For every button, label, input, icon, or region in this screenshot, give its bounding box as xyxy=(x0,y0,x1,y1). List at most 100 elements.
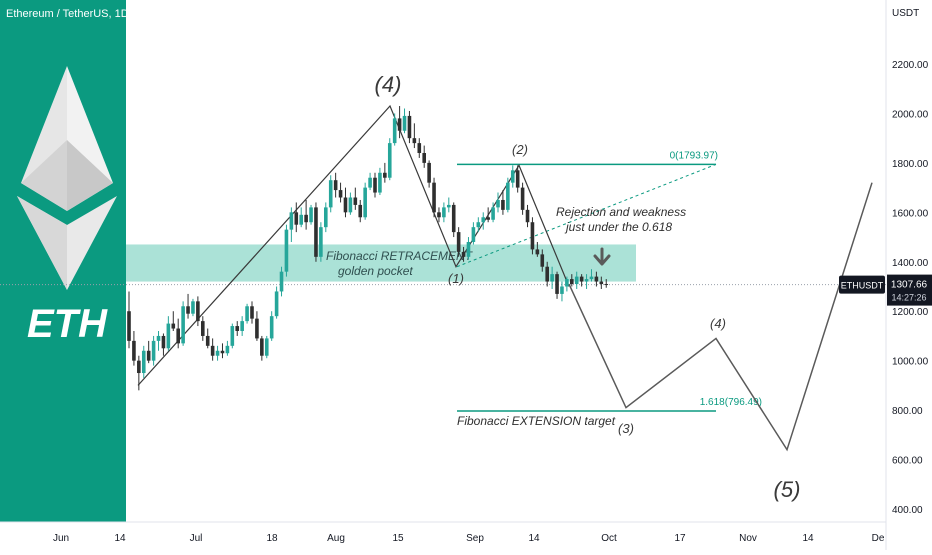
candlestick xyxy=(245,303,249,324)
wave-label-3: (3) xyxy=(618,421,634,436)
candlestick xyxy=(570,274,574,287)
candle-body xyxy=(289,212,294,230)
candle-body xyxy=(215,350,220,356)
candle-body xyxy=(560,286,564,294)
wave-label-4-projected: (4) xyxy=(710,316,726,331)
candle-body xyxy=(437,212,441,218)
candlestick xyxy=(309,204,313,225)
candle-body xyxy=(196,301,200,322)
candle-body xyxy=(501,199,505,210)
candlestick xyxy=(604,279,609,288)
candlestick xyxy=(146,340,151,364)
candlestick xyxy=(260,335,264,361)
candlestick xyxy=(427,160,431,188)
candle-countdown: 14:27:26 xyxy=(891,293,926,303)
candlestick xyxy=(255,311,259,341)
candlestick xyxy=(422,145,426,168)
candle-body xyxy=(589,276,594,280)
candle-body xyxy=(402,115,407,131)
symbol-tag-label: ETHUSDT xyxy=(841,281,884,291)
candlestick xyxy=(215,345,220,361)
candle-body xyxy=(348,197,353,213)
candle-body xyxy=(432,182,436,213)
candlestick xyxy=(294,202,299,233)
candlestick xyxy=(343,187,348,218)
candle-body xyxy=(599,281,604,285)
y-tick-label: 600.00 xyxy=(892,456,923,467)
candle-body xyxy=(368,177,372,188)
candle-body xyxy=(181,306,185,344)
candlestick xyxy=(481,212,486,230)
wave-structure-line xyxy=(137,104,570,386)
y-tick-label: 1000.00 xyxy=(892,357,929,368)
x-tick-label: Oct xyxy=(601,533,617,544)
candle-body xyxy=(279,271,284,292)
candlestick xyxy=(166,316,171,351)
candlestick xyxy=(515,165,520,193)
candlestick xyxy=(383,162,387,183)
candle-body xyxy=(407,115,412,139)
candlestick xyxy=(235,321,240,336)
candlestick xyxy=(501,190,505,215)
candlestick xyxy=(269,311,274,341)
symbol-title: Ethereum / TetherUS, 1D, BINANCE xyxy=(6,8,184,20)
candle-body xyxy=(225,345,230,354)
candle-body xyxy=(255,318,259,339)
candlestick xyxy=(220,343,225,359)
candlestick xyxy=(333,172,338,198)
rejection-note-line1: Rejection and weakness xyxy=(556,205,686,219)
candle-body xyxy=(127,311,131,341)
candlestick xyxy=(363,182,367,220)
candle-body xyxy=(141,350,146,374)
candlestick xyxy=(412,123,417,149)
candle-body xyxy=(496,199,500,208)
candle-body xyxy=(422,153,426,163)
candlestick xyxy=(137,355,141,391)
candlestick xyxy=(560,281,564,302)
candlestick xyxy=(476,217,481,233)
extension-target-note: Fibonacci EXTENSION target xyxy=(457,414,616,428)
x-tick-label: Jul xyxy=(190,533,203,544)
candlestick xyxy=(397,106,402,139)
candlestick xyxy=(338,182,343,203)
candlestick xyxy=(225,340,230,356)
candle-body xyxy=(604,284,609,286)
candle-body xyxy=(343,197,348,213)
candle-body xyxy=(176,328,180,344)
y-tick-label: 2200.00 xyxy=(892,60,929,71)
candle-body xyxy=(447,204,451,208)
fib-anchor-dashed-line xyxy=(456,163,717,268)
candlestick xyxy=(447,197,451,213)
candlestick xyxy=(432,177,436,218)
candle-body xyxy=(269,316,274,339)
candle-body xyxy=(506,182,510,210)
zone-label-line1: Fibonacci RETRACEMENT xyxy=(326,249,474,263)
candlestick xyxy=(594,271,599,287)
symbol-price-tag xyxy=(839,275,885,294)
candle-body xyxy=(520,187,525,210)
candle-body xyxy=(545,266,549,282)
candlestick xyxy=(191,298,195,317)
candle-body xyxy=(264,338,269,356)
candle-body xyxy=(358,204,363,218)
candle-body xyxy=(378,172,382,193)
wave-label-5: (5) xyxy=(774,477,801,502)
candlestick xyxy=(274,286,279,319)
candlestick xyxy=(584,274,589,289)
candle-body xyxy=(151,340,156,361)
candlestick xyxy=(535,242,540,257)
candlestick xyxy=(314,202,318,262)
candle-body xyxy=(412,138,417,144)
candle-body xyxy=(309,207,313,223)
candle-body xyxy=(186,306,190,314)
candle-body xyxy=(132,340,136,361)
y-tick-label: 800.00 xyxy=(892,406,923,417)
candle-body xyxy=(191,301,195,314)
candlestick xyxy=(530,217,535,255)
candle-body xyxy=(584,279,589,282)
candle-body xyxy=(594,276,599,282)
wave-label-4-top: (4) xyxy=(375,72,402,97)
candle-body xyxy=(397,118,402,131)
